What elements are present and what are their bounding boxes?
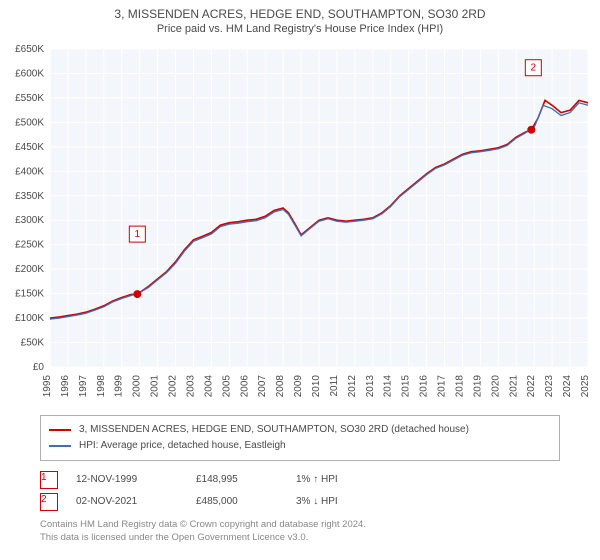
svg-text:2002: 2002	[168, 374, 179, 397]
svg-text:2004: 2004	[203, 374, 214, 397]
svg-text:2011: 2011	[329, 374, 340, 396]
marker-dot-2	[527, 126, 535, 134]
svg-text:1998: 1998	[96, 374, 107, 397]
marker-table-diff-1: 1% ↑ HPI	[296, 474, 396, 485]
svg-text:£650K: £650K	[15, 44, 44, 55]
legend-swatch-1	[49, 445, 71, 447]
svg-text:2013: 2013	[365, 374, 376, 397]
legend-text-1: HPI: Average price, detached house, East…	[79, 438, 286, 454]
svg-text:2010: 2010	[311, 374, 322, 397]
svg-text:£450K: £450K	[15, 142, 44, 153]
svg-text:2007: 2007	[257, 374, 268, 397]
marker-table-row-1: 1 12-NOV-1999£148,9951% ↑ HPI	[40, 469, 560, 491]
svg-text:£500K: £500K	[15, 117, 44, 128]
svg-text:1999: 1999	[114, 374, 125, 397]
svg-text:£100K: £100K	[15, 313, 44, 324]
svg-text:2017: 2017	[437, 374, 448, 397]
marker-table-date-2: 02-NOV-2021	[76, 496, 196, 507]
svg-text:£350K: £350K	[15, 191, 44, 202]
svg-text:£600K: £600K	[15, 68, 44, 79]
svg-text:2019: 2019	[472, 374, 483, 397]
svg-text:£250K: £250K	[15, 239, 44, 250]
svg-text:2022: 2022	[526, 374, 537, 397]
svg-text:2021: 2021	[508, 374, 519, 397]
svg-text:2000: 2000	[132, 374, 143, 397]
svg-text:2025: 2025	[580, 374, 591, 397]
svg-text:£150K: £150K	[15, 288, 44, 299]
marker-table-date-1: 12-NOV-1999	[76, 474, 196, 485]
attribution-line-1: Contains HM Land Registry data © Crown c…	[40, 519, 366, 530]
marker-table: 1 12-NOV-1999£148,9951% ↑ HPI 2 02-NOV-2021…	[40, 469, 560, 513]
marker-table-id-1: 1	[40, 471, 58, 489]
svg-text:£200K: £200K	[15, 264, 44, 275]
marker-table-price-2: £485,000	[196, 496, 296, 507]
svg-text:1997: 1997	[78, 374, 89, 397]
svg-text:2005: 2005	[221, 374, 232, 397]
svg-text:2006: 2006	[239, 374, 250, 397]
chart-container: 3, MISSENDEN ACRES, HEDGE END, SOUTHAMPT…	[0, 0, 600, 560]
svg-text:2008: 2008	[275, 374, 286, 397]
marker-table-price-1: £148,995	[196, 474, 296, 485]
price-line-chart: £0 £50K £100K £150K £200K £250K £300K £350K £400…	[0, 39, 600, 409]
svg-text:£300K: £300K	[15, 215, 44, 226]
svg-text:2003: 2003	[185, 374, 196, 397]
svg-text:2023: 2023	[544, 374, 555, 397]
chart-title: 3, MISSENDEN ACRES, HEDGE END, SOUTHAMPT…	[0, 0, 600, 23]
marker-box-label-1: 1	[135, 229, 141, 240]
legend-swatch-0	[49, 429, 71, 431]
legend-text-0: 3, MISSENDEN ACRES, HEDGE END, SOUTHAMPT…	[79, 422, 469, 438]
svg-text:£400K: £400K	[15, 166, 44, 177]
svg-text:2018: 2018	[454, 374, 465, 397]
svg-text:1995: 1995	[42, 374, 53, 397]
svg-text:1996: 1996	[60, 374, 71, 397]
marker-table-row-2: 2 02-NOV-2021£485,0003% ↓ HPI	[40, 491, 560, 513]
chart-subtitle: Price paid vs. HM Land Registry's House …	[0, 23, 600, 39]
marker-dot-1	[133, 290, 141, 298]
legend-item-1: HPI: Average price, detached house, East…	[49, 438, 551, 454]
svg-text:£0: £0	[33, 362, 45, 373]
marker-table-id-2: 2	[40, 493, 58, 511]
legend-item-0: 3, MISSENDEN ACRES, HEDGE END, SOUTHAMPT…	[49, 422, 551, 438]
svg-text:2014: 2014	[383, 374, 394, 397]
svg-text:2016: 2016	[419, 374, 430, 397]
marker-table-diff-2: 3% ↓ HPI	[296, 496, 396, 507]
attribution-text: Contains HM Land Registry data © Crown c…	[40, 519, 560, 545]
svg-text:2012: 2012	[347, 374, 358, 397]
svg-text:2020: 2020	[490, 374, 501, 397]
svg-text:2009: 2009	[293, 374, 304, 397]
svg-text:£550K: £550K	[15, 93, 44, 104]
svg-text:2024: 2024	[562, 374, 573, 397]
svg-text:2001: 2001	[150, 374, 161, 397]
attribution-line-2: This data is licensed under the Open Gov…	[40, 532, 308, 543]
svg-text:2015: 2015	[401, 374, 412, 397]
svg-text:£50K: £50K	[21, 337, 45, 348]
marker-box-label-2: 2	[531, 63, 537, 74]
legend-box: 3, MISSENDEN ACRES, HEDGE END, SOUTHAMPT…	[40, 415, 560, 461]
